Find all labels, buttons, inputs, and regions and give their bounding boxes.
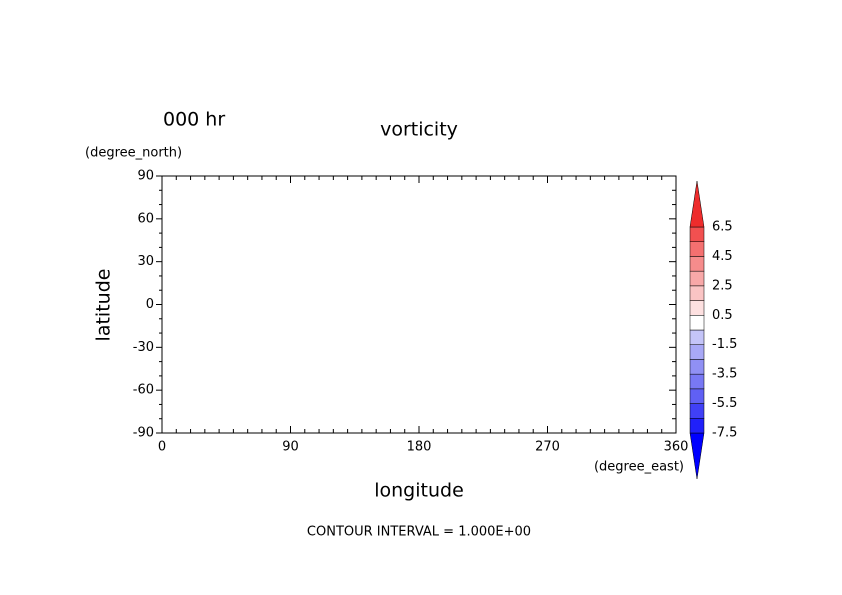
colorbar-label: 4.5 [712, 249, 733, 264]
x-tick-label: 0 [158, 440, 166, 455]
colorbar-box [689, 329, 705, 345]
x-tick-label: 270 [535, 440, 560, 455]
chart-title: vorticity [380, 119, 458, 141]
y-tick-label: 30 [137, 254, 154, 269]
time-label: 000 hr [163, 109, 225, 131]
colorbar-label: -5.5 [712, 396, 737, 411]
colorbar-label: 6.5 [712, 220, 733, 235]
footer: CONTOUR INTERVAL = 1.000E+00 [307, 525, 531, 540]
colorbar-label: -1.5 [712, 337, 737, 352]
x-tick-label: 360 [664, 440, 689, 455]
y-axis-label: latitude [93, 269, 115, 342]
colorbar-box [689, 226, 705, 242]
y-tick-label: -90 [133, 426, 154, 441]
colorbar-box [689, 344, 705, 360]
colorbar-box [689, 403, 705, 419]
colorbar-box [689, 256, 705, 272]
y-tick-label: 60 [137, 211, 154, 226]
y-tick-label: 0 [146, 297, 154, 312]
y-unit: (degree_north) [85, 146, 182, 161]
colorbar-box [689, 300, 705, 316]
colorbar-label: -3.5 [712, 367, 737, 382]
colorbar-box [689, 373, 705, 390]
y-tick-label: -30 [133, 340, 154, 355]
colorbar-label: -7.5 [712, 426, 737, 441]
colorbar-box [689, 388, 705, 404]
y-tick-label: -60 [133, 383, 154, 398]
x-tick-label: 180 [407, 440, 432, 455]
colorbar-box [689, 241, 705, 257]
x-unit: (degree_east) [594, 460, 684, 475]
colorbar-label: 0.5 [712, 308, 733, 323]
colorbar-box [689, 359, 705, 375]
colorbar-box [689, 270, 705, 287]
colorbar-box [689, 315, 705, 331]
y-tick-label: 90 [137, 169, 154, 184]
colorbar-box [689, 285, 705, 301]
x-tick-label: 90 [282, 440, 299, 455]
colorbar-box [689, 418, 705, 434]
colorbar-label: 2.5 [712, 278, 733, 293]
colorbar-extension [689, 180, 705, 228]
x-axis-label: longitude [374, 480, 464, 502]
